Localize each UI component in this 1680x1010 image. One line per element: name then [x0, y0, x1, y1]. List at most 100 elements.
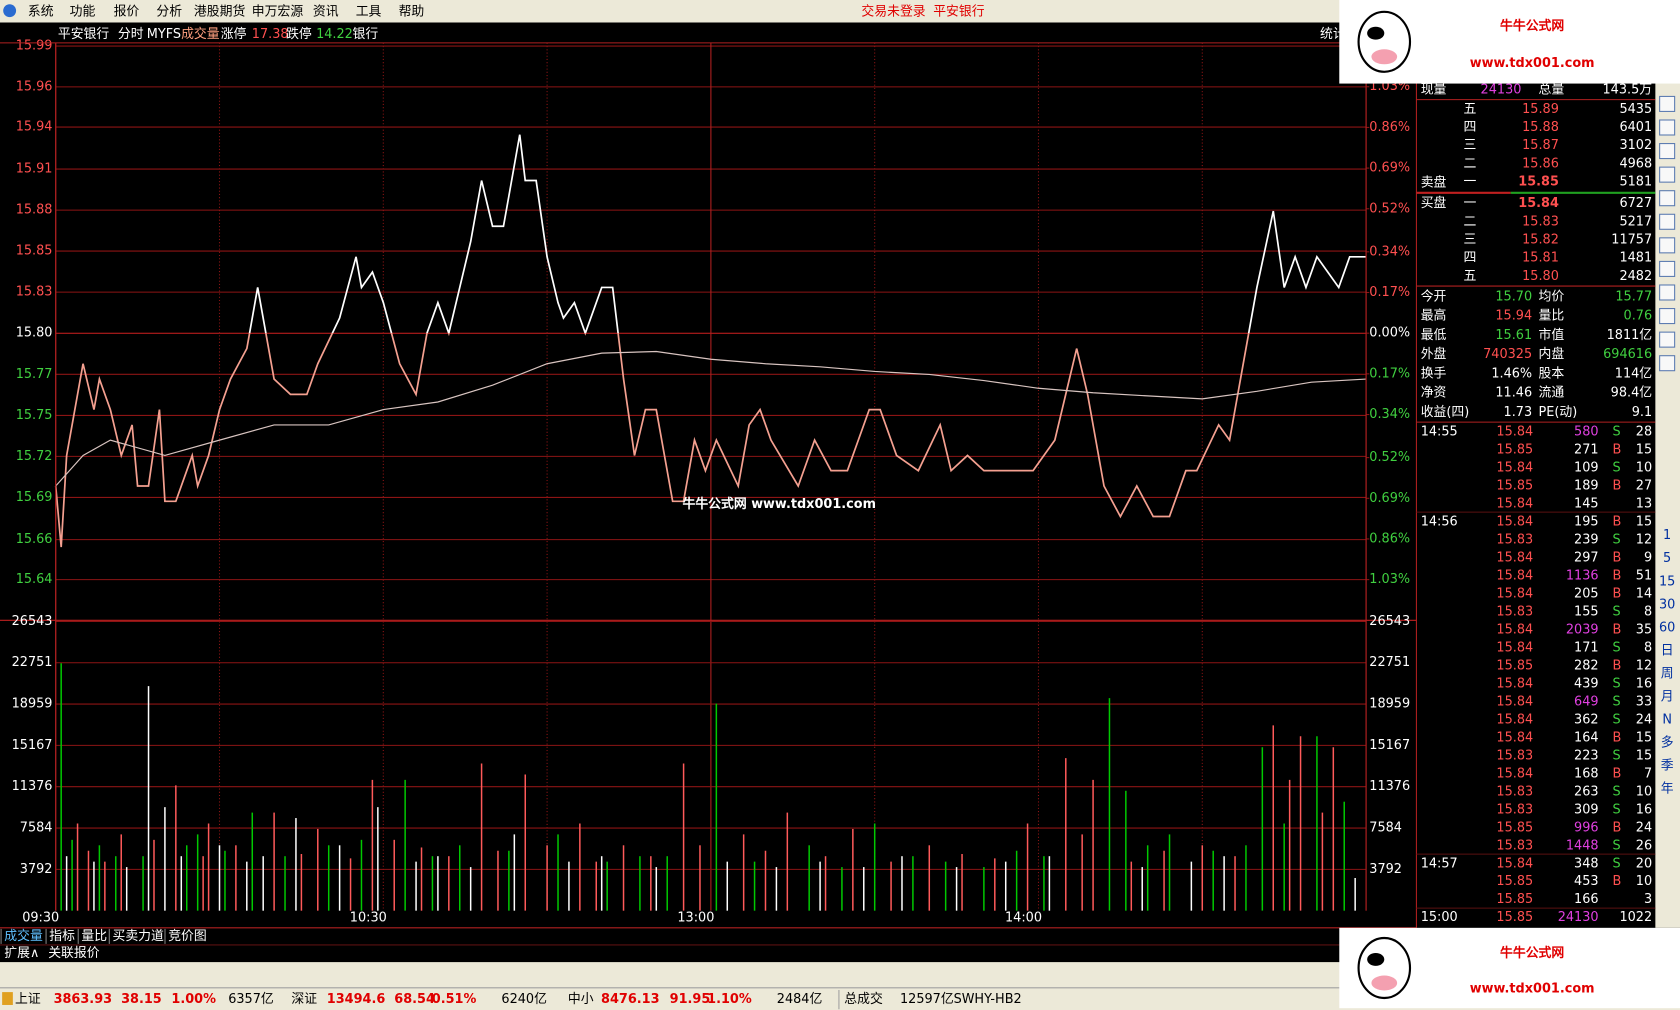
trade-volume: 271 — [1574, 442, 1599, 457]
toolbar-button[interactable]: 30 — [1659, 597, 1675, 612]
stat-value: 9.1 — [1632, 405, 1652, 420]
trade-price: 15.84 — [1496, 424, 1533, 439]
book-price: 15.87 — [1522, 138, 1559, 153]
status-item: 2484亿 — [777, 992, 823, 1007]
trade-side: S — [1613, 784, 1621, 799]
status-item: 91.95 — [670, 992, 711, 1007]
toolbar-icon[interactable] — [1659, 190, 1676, 207]
x-tick-label: 09:30 — [22, 911, 59, 926]
toolbar-button[interactable]: 月 — [1661, 689, 1674, 704]
y2-tick-label: 26543 — [1369, 614, 1410, 629]
trade-count: 10 — [1636, 784, 1652, 799]
toolbar-button[interactable]: N — [1662, 712, 1672, 727]
menu-item[interactable]: 港股期货 — [194, 4, 246, 19]
tab[interactable]: 买卖力道 — [113, 929, 165, 944]
toolbar-button[interactable]: 日 — [1661, 643, 1674, 658]
menu-item[interactable]: 分析 — [156, 4, 182, 19]
toolbar-icon[interactable] — [1659, 308, 1676, 325]
menu-item[interactable]: 系统 — [28, 4, 54, 19]
tab[interactable]: 指标 — [49, 929, 75, 944]
tab[interactable]: 扩展∧ — [4, 946, 39, 961]
toolbar-button[interactable]: 60 — [1659, 620, 1675, 635]
toolbar-icon[interactable] — [1659, 119, 1676, 136]
trade-side: B — [1613, 658, 1622, 673]
x-tick-label: 10:30 — [350, 911, 387, 926]
stat-label: 最低 — [1421, 328, 1447, 343]
y-tick-label: 22751 — [12, 655, 53, 670]
y-tick-label: 15.94 — [16, 120, 53, 135]
status-item: 1.00% — [171, 992, 216, 1007]
menu-item[interactable]: 资讯 — [313, 4, 339, 19]
toolbar-button[interactable]: 15 — [1659, 574, 1675, 589]
y-tick-label: 15.69 — [16, 490, 53, 505]
trade-side: B — [1613, 514, 1622, 529]
menu-item[interactable]: 功能 — [70, 4, 96, 19]
trade-side: S — [1613, 802, 1621, 817]
trade-count: 9 — [1644, 550, 1652, 565]
trade-price: 15.84 — [1496, 640, 1533, 655]
book-level: 五 — [1464, 102, 1477, 117]
trade-price: 15.84 — [1496, 460, 1533, 475]
toolbar-button[interactable]: 5 — [1663, 551, 1671, 566]
trade-side: B — [1613, 730, 1622, 745]
quote-top: 143.5万 — [1603, 82, 1653, 97]
trade-count: 16 — [1636, 676, 1652, 691]
trade-count: 12 — [1636, 532, 1652, 547]
book-price: 15.89 — [1522, 102, 1559, 117]
status-item: 13494.6 — [327, 992, 386, 1007]
trade-side: S — [1613, 460, 1621, 475]
toolbar-icon[interactable] — [1659, 237, 1676, 254]
menu-item[interactable]: 帮助 — [399, 4, 425, 19]
tab[interactable]: 成交量 — [4, 928, 43, 944]
stat-value: 740325 — [1483, 347, 1532, 362]
toolbar-icon[interactable] — [1659, 95, 1676, 112]
book-level: 一 — [1464, 175, 1477, 190]
trade-volume: 2039 — [1566, 622, 1599, 637]
trade-count: 51 — [1636, 568, 1652, 583]
trade-count: 7 — [1644, 766, 1652, 781]
toolbar-button[interactable]: 周 — [1661, 666, 1674, 681]
stat-label: 最高 — [1421, 308, 1447, 324]
toolbar-button[interactable]: 1 — [1663, 528, 1671, 543]
toolbar-icon[interactable] — [1659, 166, 1676, 183]
tab[interactable]: 量比 — [81, 929, 107, 944]
y2-tick-label: 0.86% — [1369, 531, 1410, 546]
trade-count: 27 — [1636, 478, 1652, 493]
toolbar-icon[interactable] — [1659, 331, 1676, 348]
toolbar-icon[interactable] — [1659, 260, 1676, 277]
toolbar-button[interactable]: 年 — [1661, 782, 1674, 797]
logo-cow-spot — [1367, 953, 1385, 966]
stat-label: 今开 — [1421, 288, 1447, 304]
trade-time: 14:55 — [1421, 424, 1458, 439]
menu-item[interactable]: 报价 — [114, 4, 140, 19]
tab[interactable]: 竞价图 — [168, 928, 207, 944]
status-item: 深证 — [291, 992, 317, 1007]
trade-price: 15.83 — [1496, 748, 1533, 763]
book-price: 15.84 — [1518, 196, 1559, 211]
trade-price: 15.84 — [1496, 550, 1533, 565]
toolbar-icon[interactable] — [1659, 284, 1676, 301]
trade-volume: 439 — [1574, 676, 1599, 691]
toolbar-icon[interactable] — [1659, 143, 1676, 160]
tab[interactable]: 关联报价 — [48, 946, 100, 961]
menu-item[interactable]: 工具 — [356, 4, 382, 19]
toolbar-button[interactable]: 多 — [1661, 736, 1674, 751]
stat-value: 15.61 — [1495, 328, 1532, 343]
stat-label: 外盘 — [1421, 346, 1447, 362]
toolbar-icon[interactable] — [1659, 213, 1676, 230]
y2-tick-label: 0.69% — [1369, 491, 1410, 506]
toolbar-button[interactable]: 季 — [1661, 759, 1674, 774]
trade-price: 15.85 — [1496, 820, 1533, 835]
y2-tick-label: 0.52% — [1369, 450, 1410, 465]
trade-price: 15.85 — [1496, 442, 1533, 457]
y2-tick-label: 0.52% — [1369, 201, 1410, 216]
y2-tick-label: 15167 — [1369, 738, 1410, 753]
trade-volume: 195 — [1574, 514, 1599, 529]
trade-price: 15.83 — [1496, 802, 1533, 817]
y-tick-label: 3792 — [20, 862, 53, 877]
book-price: 15.86 — [1522, 156, 1559, 171]
toolbar-icon[interactable] — [1659, 355, 1676, 372]
trade-price: 15.84 — [1496, 496, 1533, 511]
trade-volume: 297 — [1574, 550, 1599, 565]
menu-item[interactable]: 申万宏源 — [252, 4, 304, 19]
